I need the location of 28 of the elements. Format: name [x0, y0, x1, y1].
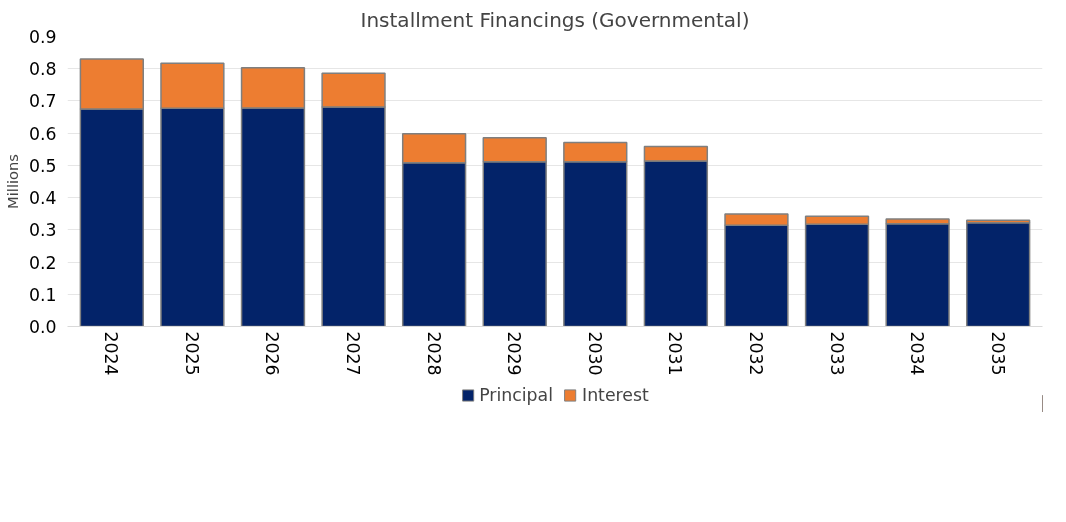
- x-tick-label: 2035: [987, 331, 1008, 376]
- x-tick-label: 2032: [745, 331, 766, 376]
- x-tick-label: 2027: [343, 331, 364, 376]
- y-tick-label: 0.6: [28, 123, 57, 144]
- x-tick-label: 2033: [826, 331, 847, 376]
- y-tick-label: 0.9: [28, 27, 57, 47]
- y-tick-label: 0.0: [28, 317, 57, 337]
- x-tick-label: 2031: [665, 331, 686, 376]
- y-axis-title: Millions: [3, 154, 21, 209]
- x-tick-label: 2029: [504, 331, 525, 376]
- chart-title: Installment Financings (Governmental): [360, 7, 750, 32]
- legend-label: Principal: [479, 385, 554, 405]
- bar: [885, 222, 950, 327]
- y-tick-label: 0.4: [28, 188, 57, 209]
- bar: [966, 221, 1031, 327]
- y-tick-label: 0.5: [28, 155, 57, 176]
- x-tick-label: 2026: [262, 331, 283, 376]
- x-tick-label: 2034: [907, 331, 928, 376]
- y-tick-label: 0.8: [28, 59, 57, 80]
- x-tick-label: 2028: [423, 331, 444, 376]
- x-tick-label: 2030: [584, 331, 605, 376]
- y-tick-label: 0.3: [28, 220, 57, 241]
- y-tick-label: 0.7: [28, 91, 57, 112]
- y-tick-label: 0.1: [28, 284, 57, 305]
- x-tick-label: 2025: [181, 331, 202, 376]
- x-tick-label: 2024: [101, 331, 122, 376]
- y-tick-label: 0.2: [28, 252, 57, 273]
- legend-label: Interest: [582, 385, 649, 405]
